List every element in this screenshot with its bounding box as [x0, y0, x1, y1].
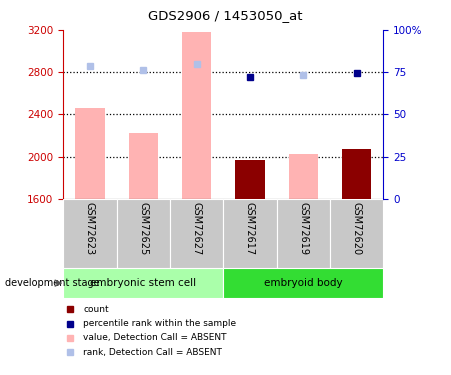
Text: GSM72620: GSM72620: [352, 202, 362, 255]
Bar: [182, 32, 211, 199]
Bar: [116, 199, 170, 268]
Text: count: count: [83, 305, 109, 314]
Text: GSM72627: GSM72627: [192, 202, 202, 255]
Text: GDS2906 / 1453050_at: GDS2906 / 1453050_at: [148, 9, 303, 22]
Bar: [223, 268, 383, 298]
Text: value, Detection Call = ABSENT: value, Detection Call = ABSENT: [83, 333, 227, 342]
Text: embryoid body: embryoid body: [264, 278, 343, 288]
Text: GSM72619: GSM72619: [298, 202, 308, 255]
Bar: [330, 199, 383, 268]
Bar: [223, 199, 276, 268]
Bar: [276, 199, 330, 268]
Bar: [342, 149, 371, 199]
Bar: [63, 268, 223, 298]
Bar: [63, 199, 116, 268]
Text: percentile rank within the sample: percentile rank within the sample: [83, 319, 237, 328]
Text: embryonic stem cell: embryonic stem cell: [90, 278, 196, 288]
Bar: [75, 108, 105, 199]
Bar: [170, 199, 223, 268]
Text: rank, Detection Call = ABSENT: rank, Detection Call = ABSENT: [83, 348, 222, 357]
Text: GSM72617: GSM72617: [245, 202, 255, 255]
Bar: [235, 160, 265, 199]
Bar: [129, 134, 158, 199]
Text: GSM72623: GSM72623: [85, 202, 95, 255]
Bar: [289, 154, 318, 199]
Text: development stage: development stage: [5, 278, 99, 288]
Text: GSM72625: GSM72625: [138, 202, 148, 255]
